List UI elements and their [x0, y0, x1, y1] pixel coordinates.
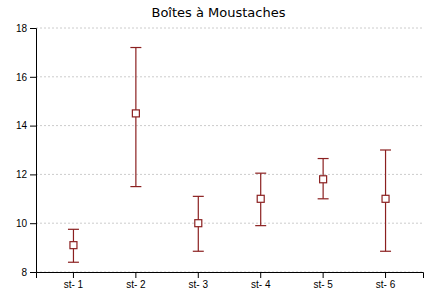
error-bar: [380, 150, 391, 251]
tick-label: 12: [16, 169, 28, 180]
tick-label: st- 4: [251, 279, 271, 290]
lower-cap: [193, 251, 204, 252]
tick-label: 8: [21, 267, 27, 278]
error-bar: [318, 159, 329, 199]
lower-cap: [318, 198, 329, 199]
x-axis: st- 1 st- 2 st- 3 st- 4 st- 5 st- 6: [37, 272, 424, 290]
tick: 8: [21, 267, 36, 278]
tick: st- 4: [251, 272, 271, 290]
tick-mark: [135, 272, 136, 278]
tick-mark: [323, 272, 324, 278]
tick-label: 10: [16, 218, 28, 229]
upper-cap: [193, 196, 204, 197]
tick-label: 18: [16, 23, 28, 34]
error-bar: [130, 48, 141, 187]
grid-line: [36, 125, 423, 126]
tick-label: st- 1: [64, 279, 84, 290]
tick-label: st- 2: [126, 279, 146, 290]
tick-mark: [260, 272, 261, 278]
grid-line: [36, 76, 423, 77]
error-bar: [68, 229, 79, 262]
lower-cap: [68, 262, 79, 263]
tick: 16: [16, 72, 36, 83]
tick: st- 1: [64, 272, 84, 290]
center-marker: [195, 220, 202, 227]
axis-line: [30, 29, 37, 273]
plot: 81012141618st- 1st- 2st- 3st- 4st- 5st- …: [16, 23, 424, 290]
upper-cap: [255, 173, 266, 174]
tick-mark: [198, 272, 199, 278]
error-bar: [193, 196, 204, 251]
tick: 12: [16, 169, 36, 180]
upper-cap: [130, 47, 141, 48]
tick-label: 14: [16, 120, 28, 131]
lower-cap: [255, 225, 266, 226]
axis-line: [37, 273, 424, 279]
lower-cap: [380, 251, 391, 252]
tick-label: 16: [16, 72, 28, 83]
tick: 18: [16, 23, 36, 34]
tick: st- 3: [189, 272, 209, 290]
center-marker: [70, 242, 77, 249]
tick-label: st- 5: [313, 279, 333, 290]
error-bar: [255, 173, 266, 225]
grid-line: [36, 28, 423, 29]
title: Boîtes à Moustaches: [152, 5, 286, 20]
center-marker: [320, 176, 327, 183]
center-marker: [382, 195, 389, 202]
center-marker: [132, 110, 139, 117]
tick: 10: [16, 218, 36, 229]
tick: 14: [16, 120, 36, 131]
y-axis: 8 10 12 14 16 18: [16, 23, 37, 278]
tick-mark: [73, 272, 74, 278]
lower-cap: [130, 186, 141, 187]
tick: st- 6: [376, 272, 396, 290]
tick-mark: [30, 272, 36, 273]
upper-cap: [380, 149, 391, 150]
grid-line: [36, 174, 423, 175]
tick-mark: [30, 77, 36, 78]
upper-cap: [318, 158, 329, 159]
tick-mark: [30, 174, 36, 175]
tick-label: st- 3: [189, 279, 209, 290]
tick-mark: [30, 223, 36, 224]
tick-mark: [385, 272, 386, 278]
marks: [68, 48, 391, 263]
chart: Boîtes à Moustaches 8 10 12 14 16 18 st- 1 st- 2…: [0, 0, 437, 300]
grid: [36, 28, 423, 272]
tick: st- 2: [126, 272, 146, 290]
tick-mark: [30, 28, 36, 29]
upper-cap: [68, 229, 79, 230]
grid-line: [36, 223, 423, 224]
tick-label: st- 6: [376, 279, 396, 290]
tick-mark: [30, 126, 36, 127]
center-marker: [257, 195, 264, 202]
tick: st- 5: [313, 272, 333, 290]
